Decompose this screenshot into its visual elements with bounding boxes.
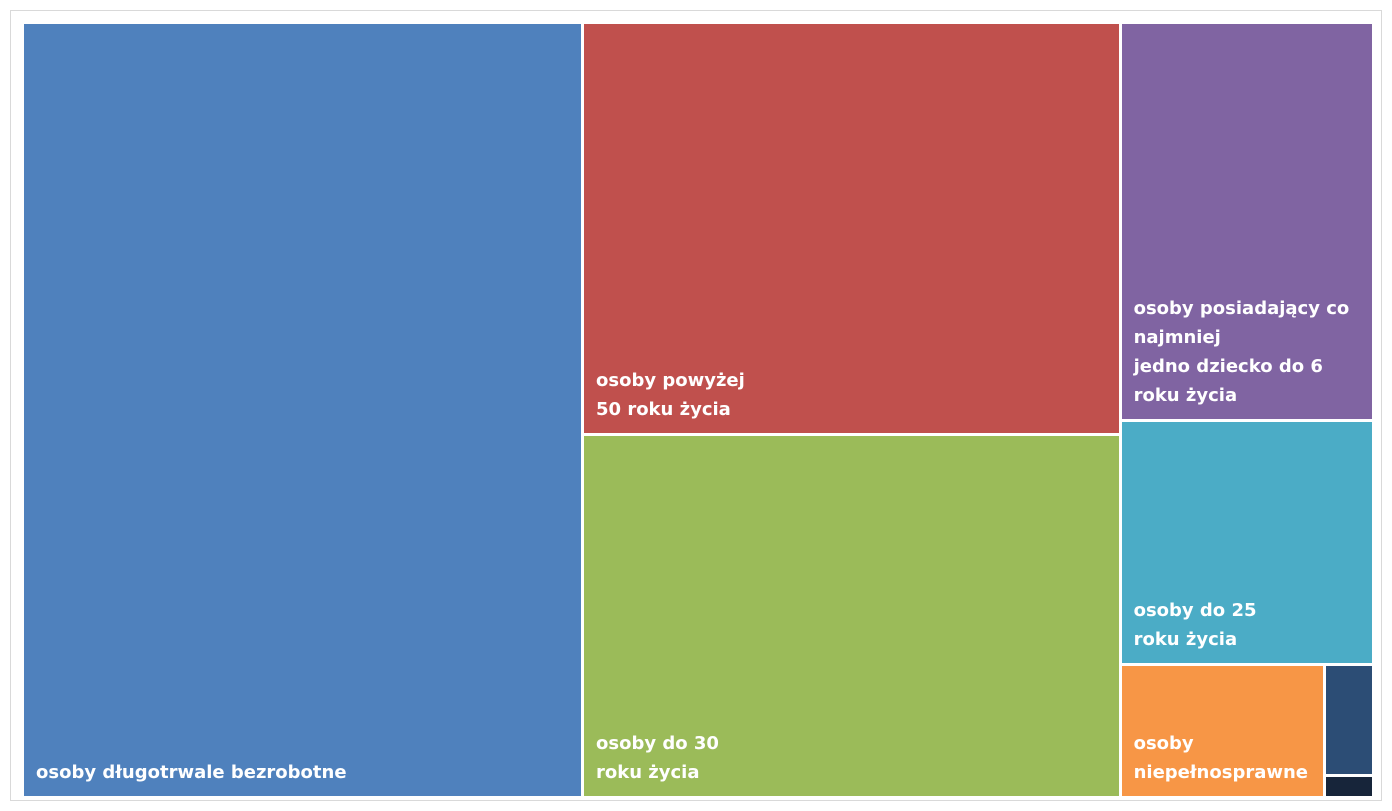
treemap-chart: osoby długotrwale bezrobotne osoby powyże… bbox=[24, 24, 1375, 799]
treemap-tile-label-line: osoby długotrwale bezrobotne bbox=[36, 762, 347, 783]
treemap-tile-label-line: niepełnosprawne bbox=[1133, 761, 1309, 783]
treemap-tile-label-line: roku życia bbox=[596, 762, 700, 783]
treemap-tile-label-line: osoby do 30 bbox=[596, 733, 719, 754]
treemap-tile-3: osoby posiadający co najmniej jedno dziec… bbox=[1121, 24, 1372, 420]
treemap-tile-label-line: osoby powyżej bbox=[596, 369, 745, 391]
treemap-tile-label: osoby do 30 roku życia bbox=[596, 729, 719, 787]
treemap-tile-label: osoby do 25 roku życia bbox=[1134, 596, 1257, 654]
treemap-tile-label-line: roku życia bbox=[1133, 629, 1238, 651]
treemap-tile-label: osoby długotrwale bezrobotne bbox=[36, 758, 347, 787]
treemap-tile-5: osoby niepełnosprawne bbox=[1121, 666, 1323, 796]
treemap-tile-1: osoby powyżej 50 roku życia bbox=[584, 24, 1119, 433]
treemap-tile-label: osoby powyżej 50 roku życia bbox=[596, 366, 745, 424]
treemap-tile-2: osoby do 30 roku życia bbox=[584, 435, 1119, 796]
treemap-tile-label-line: jedno dziecko do 6 roku życia bbox=[1133, 356, 1323, 407]
treemap-tile-6 bbox=[1325, 666, 1372, 774]
treemap-tile-label-line: osoby bbox=[1133, 732, 1194, 754]
treemap-tile-4: osoby do 25 roku życia bbox=[1121, 422, 1372, 664]
treemap-tile-label-line: osoby do 25 bbox=[1133, 600, 1257, 622]
treemap-tile-label-line: 50 roku życia bbox=[596, 398, 731, 420]
treemap-tile-label-line: osoby posiadający co najmniej bbox=[1133, 298, 1350, 349]
treemap-tile-label: osoby posiadający co najmniej jedno dziec… bbox=[1134, 294, 1372, 410]
treemap-tile-0: osoby długotrwale bezrobotne bbox=[24, 24, 581, 796]
treemap-tile-7 bbox=[1325, 776, 1372, 796]
treemap-tile-label: osoby niepełnosprawne bbox=[1134, 729, 1308, 787]
